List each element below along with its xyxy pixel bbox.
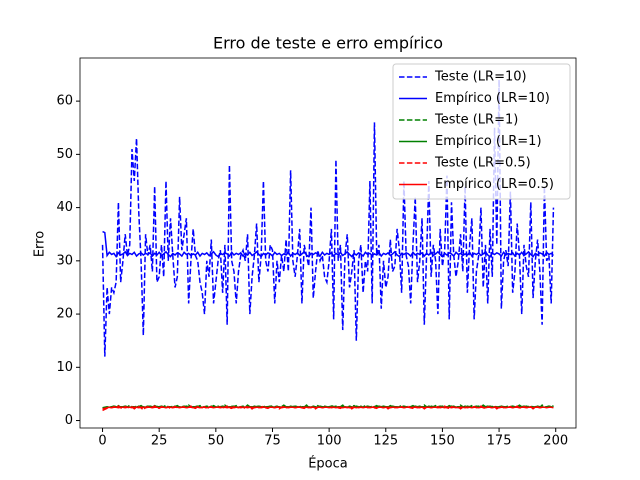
y-tick-label: 60 [56,94,73,109]
chart-title: Erro de teste e erro empírico [213,34,443,53]
legend-label: Empírico (LR=10) [435,91,550,106]
legend-label: Teste (LR=0.5) [434,156,531,171]
x-tick-label: 175 [487,434,512,449]
legend-label: Empírico (LR=0.5) [435,177,554,192]
legend-label: Empírico (LR=1) [435,134,542,149]
y-axis-label: Erro [33,231,48,257]
legend-box [392,63,571,200]
line [102,406,554,410]
x-tick-label: 75 [264,434,281,449]
y-tick-label: 10 [56,360,73,375]
x-tick-label: 100 [317,434,342,449]
x-tick-label: 50 [208,434,225,449]
y-tick-label: 0 [65,413,73,428]
y-tick-label: 50 [56,147,73,162]
y-tick-label: 20 [56,307,73,322]
line [102,230,554,258]
legend-label: Teste (LR=10) [434,70,527,85]
legend-label: Teste (LR=1) [434,113,518,128]
x-tick-label: 25 [151,434,168,449]
y-tick-label: 30 [56,253,73,268]
x-tick-label: 200 [543,434,568,449]
axes-frame [79,57,577,429]
x-tick-label: 0 [98,434,106,449]
y-tick-label: 40 [56,200,73,215]
x-tick-label: 125 [373,434,398,449]
line [101,79,555,357]
x-tick-label: 150 [430,434,455,449]
x-axis-label: Época [308,456,348,472]
